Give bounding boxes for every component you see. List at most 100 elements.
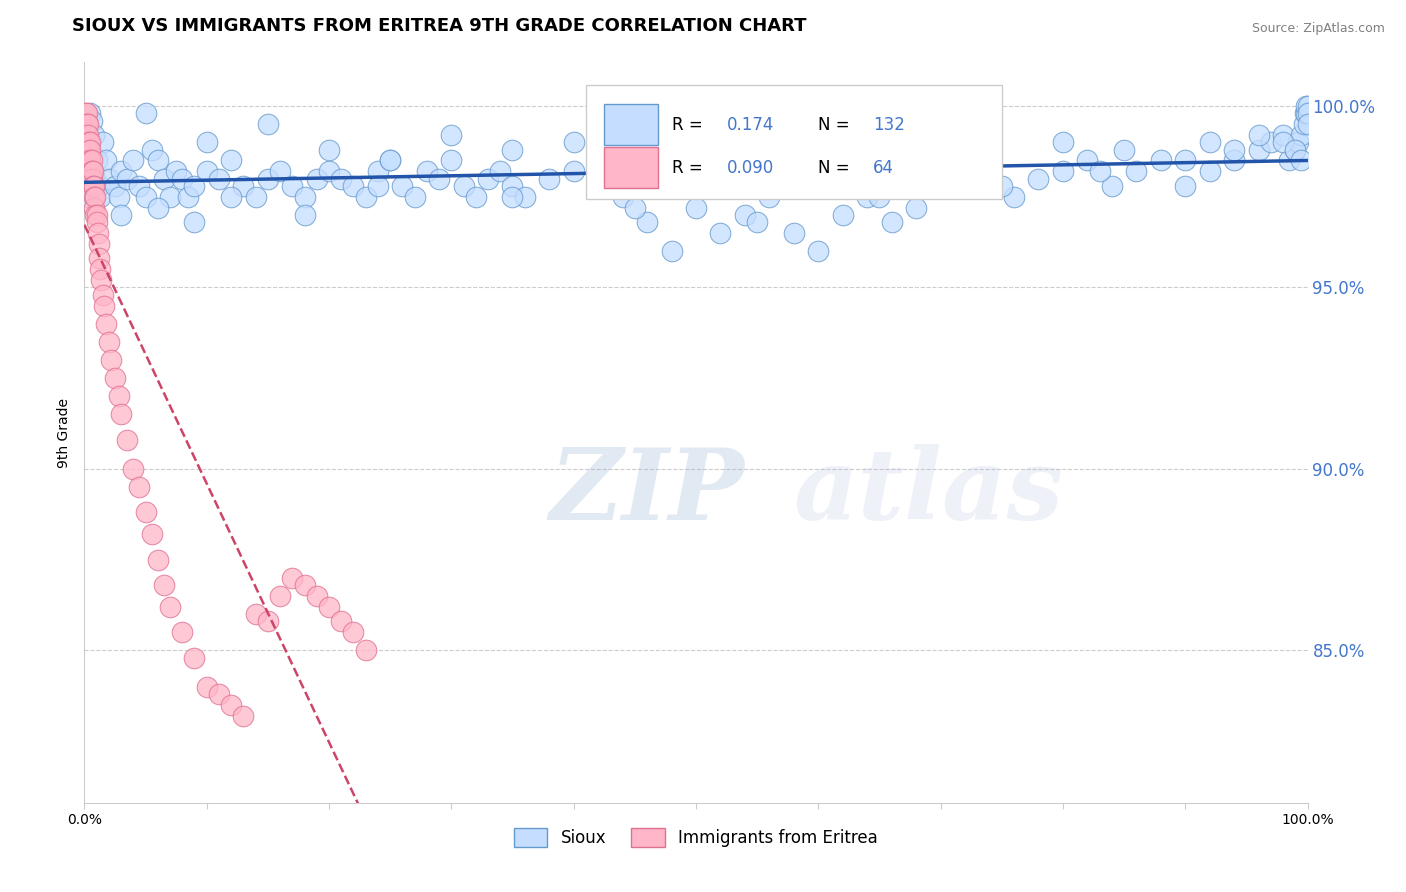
- Y-axis label: 9th Grade: 9th Grade: [58, 398, 72, 467]
- FancyBboxPatch shape: [586, 85, 1002, 200]
- Point: [1150, 153, 1173, 168]
- Point: [1272, 128, 1295, 142]
- Point: [257, 117, 280, 131]
- Point: [82, 164, 104, 178]
- Point: [110, 208, 132, 222]
- Point: [77, 190, 100, 204]
- Point: [1088, 164, 1111, 178]
- Point: [208, 687, 231, 701]
- Point: [1125, 164, 1147, 178]
- Text: N =: N =: [818, 116, 849, 134]
- Point: [612, 190, 634, 204]
- Text: 0.090: 0.090: [727, 159, 773, 177]
- Point: [330, 615, 353, 629]
- Point: [354, 190, 377, 204]
- Point: [141, 527, 163, 541]
- Point: [219, 190, 242, 204]
- Point: [979, 178, 1001, 193]
- Point: [929, 178, 952, 193]
- Point: [464, 190, 486, 204]
- Point: [380, 153, 402, 168]
- Point: [195, 680, 218, 694]
- Point: [232, 178, 254, 193]
- Point: [86, 208, 108, 222]
- Point: [562, 164, 585, 178]
- Point: [1223, 153, 1246, 168]
- Point: [135, 506, 157, 520]
- Point: [257, 615, 280, 629]
- Point: [318, 164, 340, 178]
- Point: [1076, 153, 1098, 168]
- Point: [135, 106, 157, 120]
- Point: [1198, 164, 1220, 178]
- Point: [991, 178, 1014, 193]
- Point: [82, 186, 104, 200]
- Point: [502, 190, 524, 204]
- Point: [427, 171, 450, 186]
- Point: [110, 164, 132, 178]
- Point: [76, 117, 98, 131]
- Point: [1052, 164, 1074, 178]
- Point: [91, 287, 114, 301]
- Point: [1247, 143, 1270, 157]
- Text: SIOUX VS IMMIGRANTS FROM ERITREA 9TH GRADE CORRELATION CHART: SIOUX VS IMMIGRANTS FROM ERITREA 9TH GRA…: [72, 17, 807, 35]
- Point: [367, 178, 389, 193]
- Point: [245, 607, 267, 621]
- Point: [159, 599, 181, 614]
- Point: [1295, 106, 1317, 120]
- Point: [115, 433, 138, 447]
- Point: [404, 190, 426, 204]
- Point: [929, 153, 952, 168]
- Point: [1114, 143, 1136, 157]
- Point: [1284, 143, 1306, 157]
- Point: [76, 106, 98, 120]
- Point: [489, 164, 512, 178]
- Point: [183, 650, 205, 665]
- Point: [97, 334, 120, 349]
- Point: [141, 143, 163, 157]
- Point: [1284, 143, 1306, 157]
- Point: [135, 190, 157, 204]
- Point: [269, 164, 291, 178]
- Point: [342, 178, 364, 193]
- Point: [77, 153, 100, 168]
- Point: [104, 371, 127, 385]
- Text: Source: ZipAtlas.com: Source: ZipAtlas.com: [1251, 22, 1385, 36]
- Point: [80, 113, 103, 128]
- Point: [115, 171, 138, 186]
- Point: [747, 215, 769, 229]
- Point: [77, 128, 100, 142]
- Point: [232, 708, 254, 723]
- Point: [1296, 117, 1319, 131]
- Point: [281, 178, 304, 193]
- Point: [440, 153, 463, 168]
- Point: [1292, 117, 1315, 131]
- Point: [93, 299, 115, 313]
- Point: [1223, 143, 1246, 157]
- FancyBboxPatch shape: [605, 103, 658, 145]
- Point: [1286, 136, 1309, 150]
- Point: [1294, 106, 1316, 120]
- Point: [661, 244, 683, 259]
- Point: [1278, 153, 1301, 168]
- Point: [281, 571, 304, 585]
- Point: [783, 226, 806, 240]
- Point: [636, 215, 658, 229]
- Point: [90, 273, 112, 287]
- Point: [1052, 136, 1074, 150]
- Point: [502, 143, 524, 157]
- Point: [79, 153, 101, 168]
- Point: [76, 136, 98, 150]
- Text: 64: 64: [873, 159, 894, 177]
- Point: [110, 408, 132, 422]
- Point: [1101, 178, 1123, 193]
- Point: [294, 190, 316, 204]
- Point: [1291, 153, 1313, 168]
- Point: [84, 190, 107, 204]
- Point: [453, 178, 475, 193]
- Point: [807, 244, 830, 259]
- Point: [128, 480, 150, 494]
- Point: [367, 164, 389, 178]
- Point: [1295, 99, 1317, 113]
- Point: [342, 625, 364, 640]
